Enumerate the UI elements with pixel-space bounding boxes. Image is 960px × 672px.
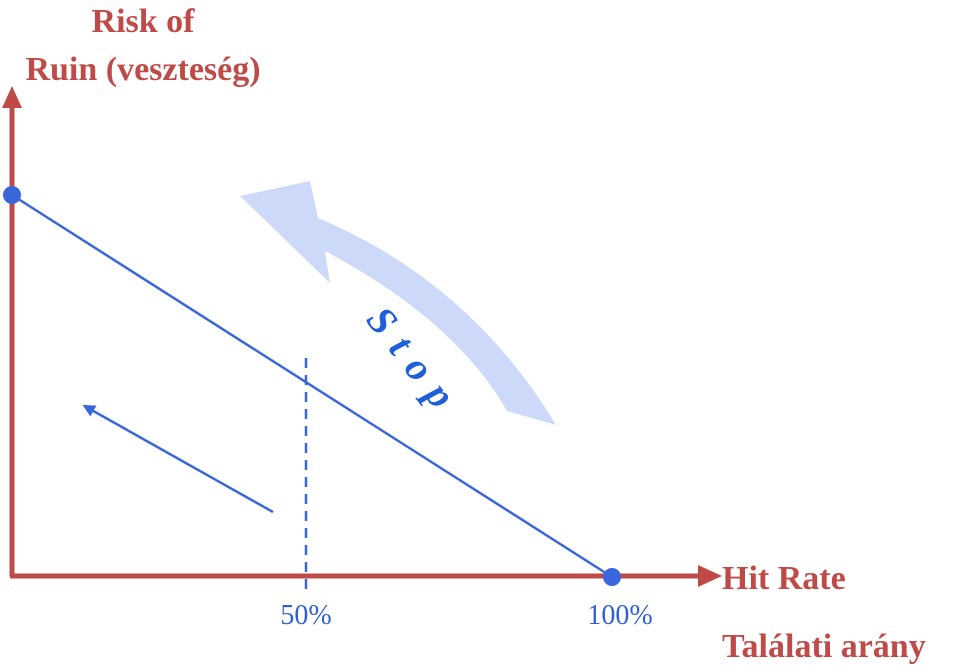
title-line-1: Risk of bbox=[92, 3, 196, 40]
point bbox=[3, 186, 21, 204]
curved-arrow bbox=[240, 181, 556, 425]
direction-arrow bbox=[82, 404, 274, 514]
y-axis-arrowhead bbox=[2, 86, 22, 108]
point bbox=[603, 568, 621, 586]
tick-label: 100% bbox=[587, 600, 652, 631]
x-axis-label: Hit Rate bbox=[722, 560, 846, 597]
x-axis-arrowhead bbox=[698, 565, 722, 587]
x-axis-sublabel: Találati arány bbox=[722, 628, 926, 665]
risk-line bbox=[11, 193, 613, 579]
tick-label: 50% bbox=[280, 600, 331, 631]
title-line-2: Ruin (veszteség) bbox=[25, 51, 260, 88]
